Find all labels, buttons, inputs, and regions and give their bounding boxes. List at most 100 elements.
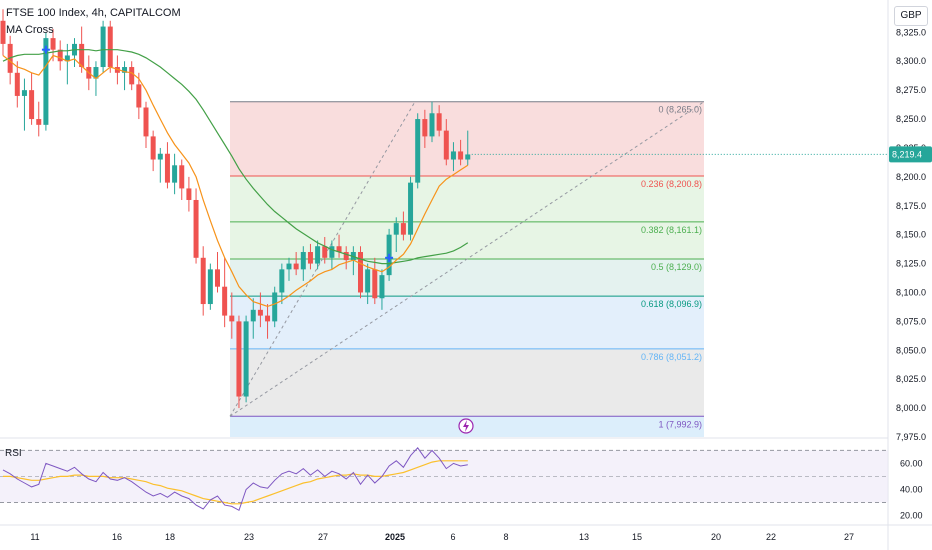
price-tick-label: 8,150.0 (896, 230, 926, 240)
time-tick-label: 13 (579, 532, 589, 542)
candle-body (143, 107, 149, 137)
rsi-ma-line (3, 460, 468, 505)
time-tick-label: 22 (766, 532, 776, 542)
rsi-tick-label: 20.00 (900, 510, 923, 520)
candle-body (164, 153, 170, 183)
fib-level-label-1: 0.236 (8,200.8) (641, 179, 702, 189)
time-tick-label: 8 (503, 532, 508, 542)
fib-zone-0 (230, 101, 704, 176)
candle-body (36, 119, 42, 125)
candle-body (443, 130, 449, 160)
candle-body (236, 321, 242, 397)
candle-body (200, 257, 206, 305)
price-tick-label: 8,125.0 (896, 259, 926, 269)
fib-level-label-0: 0 (8,265.0) (658, 105, 702, 115)
candle-body (450, 151, 456, 160)
candle-body (293, 263, 299, 270)
candle-body (429, 113, 435, 137)
candle-body (57, 49, 63, 62)
fib-level-label-2: 0.382 (8,161.1) (641, 225, 702, 235)
indicator-label[interactable]: MA Cross (6, 24, 54, 36)
ma-slow-line (2, 49, 469, 265)
candle-body (250, 309, 256, 322)
candle-body (64, 55, 70, 62)
last-price-tag (889, 146, 932, 163)
candle-body (265, 315, 271, 322)
rsi-tick-label: 60.00 (900, 458, 923, 468)
price-tick-label: 7,975.0 (896, 432, 926, 442)
candle-body (315, 246, 321, 264)
fib-zone-5 (230, 348, 704, 417)
time-tick-label: 23 (244, 532, 254, 542)
fib-trend-line-short (229, 101, 416, 417)
candle-body (93, 67, 99, 79)
rsi-label: RSI (5, 448, 22, 459)
candle-body (222, 286, 228, 316)
candle-body (179, 165, 185, 189)
candle-body (322, 246, 328, 258)
candle-body (136, 84, 142, 108)
candle-body (207, 269, 213, 305)
time-tick-label: 27 (844, 532, 854, 542)
candle-body (336, 246, 342, 253)
fib-level-label-3: 0.5 (8,129.0) (651, 262, 702, 272)
candle-body (172, 165, 178, 183)
candle-body (465, 154, 471, 160)
candle-body (408, 182, 414, 235)
candle-body (79, 43, 85, 68)
price-tick-label: 8,100.0 (896, 287, 926, 297)
candle-body (415, 119, 421, 183)
candle-body (186, 188, 192, 200)
candle-body (29, 90, 35, 120)
price-tick-label: 8,175.0 (896, 201, 926, 211)
price-tick-label: 8,000.0 (896, 403, 926, 413)
fib-zone-3 (230, 258, 704, 297)
chart-title: FTSE 100 Index, 4h, CAPITALCOM (6, 7, 181, 19)
time-tick-label: 11 (30, 532, 39, 542)
candle-body (150, 136, 156, 160)
rsi-line (2, 446, 468, 512)
candle-body (365, 269, 371, 293)
candle-body (286, 263, 292, 270)
candle-body (157, 153, 163, 160)
rsi-tick-label: 40.00 (900, 484, 923, 494)
candle-body (193, 199, 199, 258)
candle-body (229, 315, 235, 322)
candle-body (272, 292, 278, 322)
candle-body (400, 223, 406, 235)
price-tick-label: 8,200.0 (896, 172, 926, 182)
time-tick-label: 16 (112, 532, 122, 542)
time-tick-label: 6 (450, 532, 455, 542)
candle-body (21, 90, 27, 96)
candle-body (329, 246, 335, 258)
candle-body (379, 275, 385, 299)
candle-body (100, 26, 106, 68)
candle-body (215, 269, 220, 287)
currency-selector[interactable]: GBP (894, 6, 928, 26)
candle-body (279, 269, 285, 293)
candle-body (436, 113, 442, 131)
fib-level-label-5: 0.786 (8,051.2) (641, 352, 702, 362)
fib-level-label-6: 1 (7,992.9) (658, 419, 702, 429)
price-tick-label: 8,250.0 (896, 114, 926, 124)
candle-body (358, 252, 363, 293)
candle-body (43, 38, 49, 125)
fib-zone-4 (230, 296, 704, 349)
candle-body (14, 72, 20, 96)
time-tick-label: 20 (711, 532, 721, 542)
candle-body (0, 20, 6, 44)
ma-fast-line (2, 54, 469, 308)
candle-body (50, 38, 56, 50)
fib-zone-1 (230, 175, 704, 222)
candle-body (122, 67, 128, 73)
candle-body (422, 119, 428, 137)
last-price-label: 8,219.4 (892, 149, 922, 159)
price-tick-label: 8,075.0 (896, 316, 926, 326)
candle-body (343, 252, 349, 261)
candle-body (393, 223, 399, 235)
candle-body (129, 67, 135, 85)
candle-body (300, 252, 306, 270)
price-tick-label: 8,275.0 (896, 85, 926, 95)
candle-body (372, 269, 378, 299)
